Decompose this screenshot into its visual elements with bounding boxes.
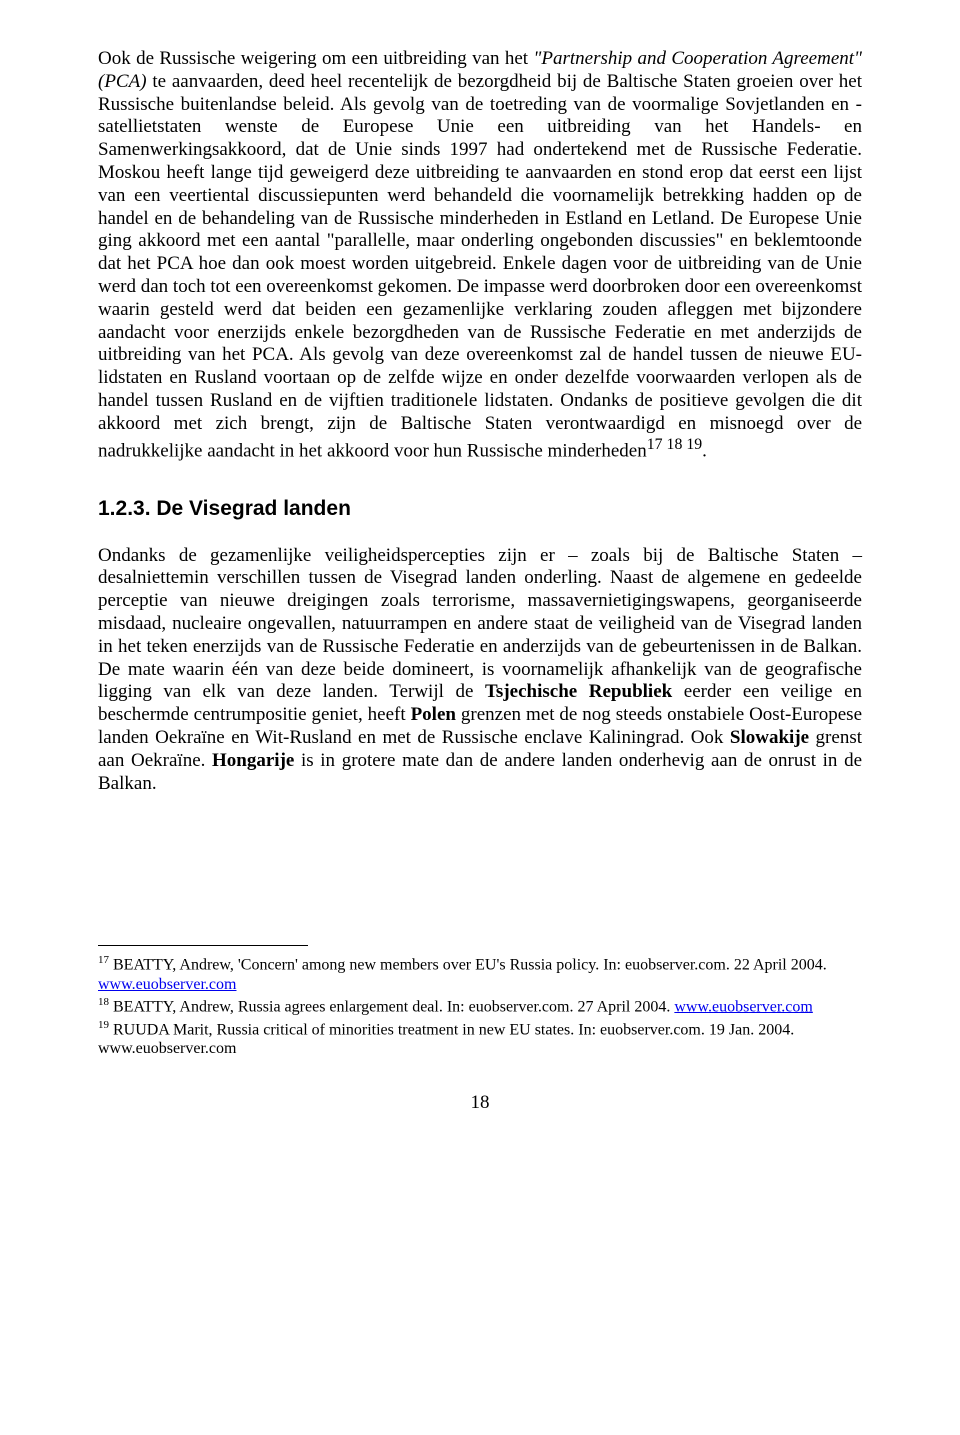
footnote-17-marker: 17 [98, 954, 109, 966]
footnote-18-text: BEATTY, Andrew, Russia agrees enlargemen… [109, 998, 674, 1015]
footnote-18-link[interactable]: www.euobserver.com [674, 998, 812, 1015]
para1-end: . [702, 440, 707, 461]
page-number: 18 [98, 1092, 862, 1114]
para1-pre: Ook de Russische weigering om een uitbre… [98, 48, 533, 69]
footnote-18-marker: 18 [98, 996, 109, 1008]
footnote-18: 18 BEATTY, Andrew, Russia agrees enlarge… [98, 996, 862, 1017]
footnote-17-link[interactable]: www.euobserver.com [98, 976, 236, 993]
footnote-separator [98, 945, 308, 946]
p2-bold-slowakije: Slowakije [730, 727, 809, 748]
para1-post: te aanvaarden, deed heel recentelijk de … [98, 71, 862, 461]
paragraph-2: Ondanks de gezamenlijke veiligheidsperce… [98, 545, 862, 796]
para1-superscript: 17 18 19 [647, 436, 702, 453]
paragraph-1: Ook de Russische weigering om een uitbre… [98, 48, 862, 463]
footnote-19-marker: 19 [98, 1019, 109, 1031]
p2-bold-hongarije: Hongarije [212, 750, 294, 771]
p2-bold-polen: Polen [411, 704, 456, 725]
page: Ook de Russische weigering om een uitbre… [0, 0, 960, 1154]
footnote-17: 17 BEATTY, Andrew, 'Concern' among new m… [98, 954, 862, 994]
footnote-19-text: RUUDA Marit, Russia critical of minoriti… [98, 1021, 794, 1057]
footnote-19: 19 RUUDA Marit, Russia critical of minor… [98, 1019, 862, 1059]
footnotes-block: 17 BEATTY, Andrew, 'Concern' among new m… [98, 954, 862, 1058]
footnote-17-text: BEATTY, Andrew, 'Concern' among new memb… [109, 957, 827, 974]
p2-bold-tsjechische: Tsjechische Republiek [485, 681, 672, 702]
p2-a: Ondanks de gezamenlijke veiligheidsperce… [98, 545, 862, 703]
section-heading-visegrad: 1.2.3. De Visegrad landen [98, 497, 862, 521]
